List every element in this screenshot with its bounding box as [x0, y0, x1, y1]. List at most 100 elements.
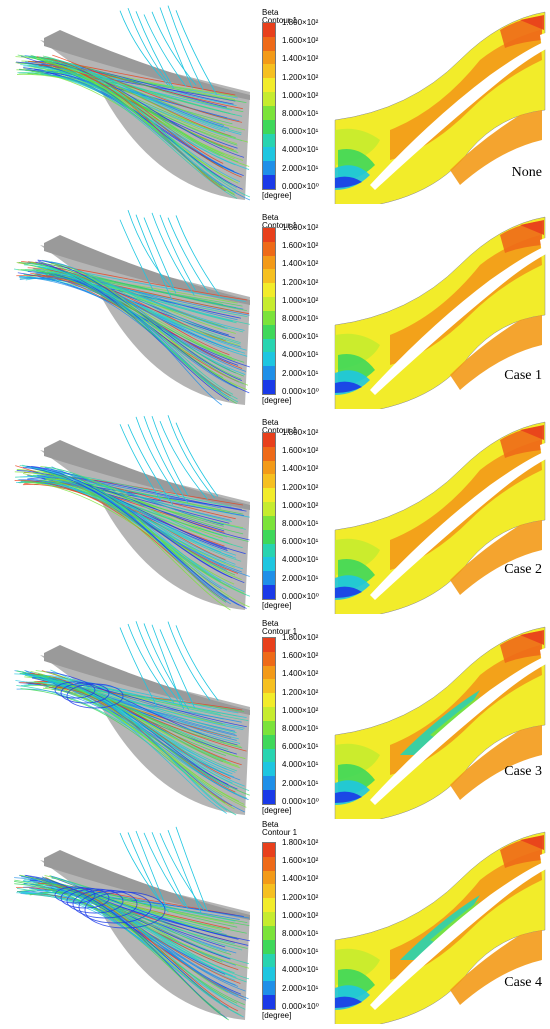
legend-tick: 1.400×10² — [282, 54, 319, 64]
blade-profile — [370, 655, 548, 805]
streamline — [151, 11, 197, 86]
legend-tick: 8.000×10¹ — [282, 724, 319, 733]
contour-region — [520, 835, 544, 850]
hub-surface — [44, 30, 250, 100]
legend-tick: 6.000×10¹ — [282, 127, 319, 137]
streamline — [167, 415, 215, 499]
streamline — [44, 466, 243, 548]
streamline — [16, 892, 239, 1007]
legend-tick: 1.600×10² — [282, 651, 319, 661]
color-legend: Beta Contour 1 1.800×10² 1.600×10² 1.400×1… — [262, 410, 362, 614]
streamline — [119, 10, 169, 86]
legend-tick: 1.000×10² — [282, 705, 319, 715]
streamline — [143, 415, 189, 504]
streamline — [43, 674, 228, 811]
streamline — [27, 672, 231, 779]
hub-surface — [44, 235, 250, 305]
legend-tick: 1.200×10² — [282, 892, 319, 902]
streamline — [41, 881, 229, 1021]
streamline — [45, 467, 227, 571]
legend-tick: 1.400×10² — [282, 259, 319, 269]
streamline — [119, 627, 158, 707]
contour-region — [450, 110, 542, 185]
streamline — [151, 832, 189, 910]
legend-tick: 1.800×10² — [282, 633, 319, 642]
streamline — [151, 415, 189, 496]
streamline — [127, 623, 174, 703]
streamline — [50, 669, 244, 731]
legend-tick: 2.000×10¹ — [282, 368, 319, 378]
streamline — [36, 56, 236, 96]
streamline — [35, 684, 235, 810]
blade-contour — [334, 831, 548, 1024]
streamline — [43, 687, 247, 808]
streamline — [127, 210, 175, 291]
legend-tick: 1.200×10² — [282, 72, 319, 82]
legend-tick: 1.800×10² — [282, 838, 319, 847]
vortex-streamline — [78, 890, 152, 924]
streamline — [50, 875, 246, 992]
streamline — [151, 624, 185, 710]
streamline — [36, 56, 224, 164]
case-label: Case 3 — [504, 764, 542, 779]
streamline — [35, 60, 245, 158]
streamline-plot — [14, 621, 250, 816]
legend-tick: 1.400×10² — [282, 874, 319, 884]
streamline — [159, 420, 208, 500]
contour-region — [450, 315, 542, 390]
legend-tick: 1.200×10² — [282, 482, 319, 492]
contour-region — [520, 425, 544, 440]
panel-case-3: Beta Contour 1 1.800×10² 1.600×10² 1.400×1… — [0, 615, 550, 819]
legend-color-bar — [262, 637, 276, 805]
contour-region — [400, 690, 480, 755]
legend-contour: Contour 1 — [262, 221, 298, 230]
blade-profile — [370, 860, 548, 1010]
legend-contour: Contour 1 — [262, 16, 298, 25]
color-legend: Beta Contour 1 1.800×10² 1.600×10² 1.400×1… — [262, 615, 362, 819]
legend-tick: 1.000×10² — [282, 910, 319, 920]
contour-region — [335, 791, 362, 803]
streamline — [32, 268, 247, 351]
legend-tick: 2.000×10¹ — [282, 573, 319, 583]
color-legend: Beta Contour 1 1.800×10² 1.600×10² 1.400×1… — [262, 0, 362, 204]
streamline — [38, 56, 251, 198]
legend-tick: 0.000×10⁰ — [282, 386, 319, 396]
streamline — [37, 259, 243, 382]
streamline — [135, 621, 182, 706]
legend-tick: 4.000×10¹ — [282, 350, 319, 360]
streamline — [143, 217, 177, 294]
contour-region — [335, 176, 362, 188]
streamline — [52, 54, 243, 123]
streamline — [151, 212, 195, 296]
legend-color-bar — [262, 22, 276, 190]
legend-tick: 6.000×10¹ — [282, 332, 319, 342]
streamline — [38, 65, 226, 192]
legend-tick: 4.000×10¹ — [282, 760, 319, 770]
legend-tick: 1.200×10² — [282, 687, 319, 697]
legend-tick: 1.800×10² — [282, 223, 319, 232]
streamline — [159, 629, 196, 709]
streamline-plot — [13, 210, 250, 406]
streamline — [175, 10, 217, 95]
hub-surface — [44, 440, 250, 510]
contour-region — [335, 996, 362, 1008]
legend-unit: [degree] — [262, 806, 292, 815]
case-label: None — [511, 165, 542, 180]
legend-tick: 1.600×10² — [282, 856, 319, 866]
contour-region — [335, 381, 362, 393]
streamline — [127, 832, 164, 908]
contour-region — [520, 15, 544, 30]
streamline — [135, 214, 173, 300]
streamline — [167, 829, 202, 913]
legend-tick: 1.200×10² — [282, 277, 319, 287]
vortex-streamline — [72, 889, 138, 919]
legend-unit: [degree] — [262, 396, 292, 405]
streamline — [167, 5, 204, 91]
legend-tick: 2.000×10¹ — [282, 983, 319, 993]
legend-tick: 1.000×10² — [282, 90, 319, 100]
streamline — [21, 890, 249, 965]
legend-tick: 0.000×10⁰ — [282, 181, 319, 191]
streamline — [17, 54, 236, 196]
streamline — [159, 7, 193, 89]
legend-color-bar — [262, 227, 276, 395]
